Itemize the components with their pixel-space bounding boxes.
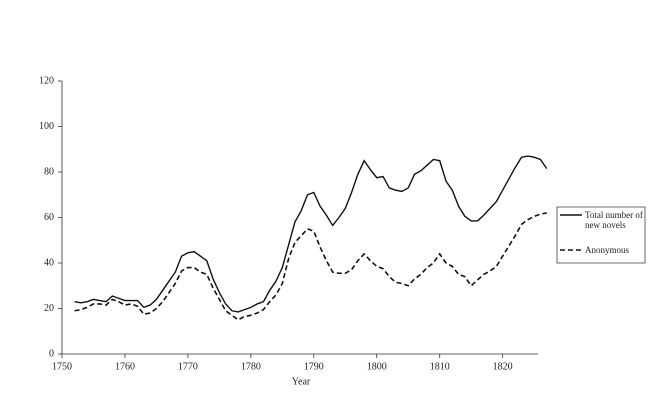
- x-tick-label: 1780: [241, 361, 261, 372]
- legend-label: Anonymous: [585, 245, 630, 255]
- x-tick-label: 1790: [304, 361, 324, 372]
- y-tick-label: 20: [44, 303, 54, 314]
- y-tick-label: 80: [44, 166, 54, 177]
- x-tick-label: 1800: [367, 361, 387, 372]
- legend-box: [556, 206, 646, 264]
- x-tick-label: 1750: [52, 361, 72, 372]
- x-tick-label: 1810: [430, 361, 450, 372]
- y-tick-label: 60: [44, 212, 54, 223]
- series-line: [74, 155, 548, 313]
- y-tick-label: 120: [39, 75, 54, 86]
- x-tick-label: 1760: [115, 361, 135, 372]
- x-tick-label: 1770: [178, 361, 198, 372]
- y-tick-label: 0: [49, 348, 54, 359]
- x-tick-label: 1820: [493, 361, 513, 372]
- x-axis-label: Year: [292, 376, 311, 387]
- legend-label: Total number of new novels: [585, 210, 643, 230]
- y-tick-label: 100: [39, 121, 54, 132]
- y-tick-label: 40: [44, 257, 54, 268]
- series-line: [74, 212, 547, 321]
